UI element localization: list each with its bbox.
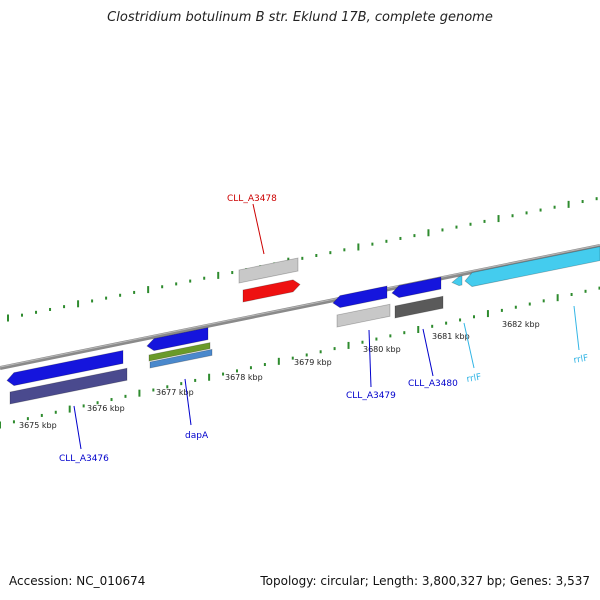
genome-backbone [0, 244, 600, 370]
gene-label-dapa: dapA [185, 431, 209, 441]
gene-label-rrff: rrlF [466, 373, 482, 385]
cds-block-cll-a3476 [9, 367, 128, 405]
gene-arrow-cll-a3478 [242, 279, 301, 303]
cds-block-cll-a3479 [336, 303, 391, 328]
scale-label-kbp: 3676 kbp [87, 404, 125, 413]
outer-scale-ticks [7, 197, 598, 322]
topology-text: Topology: circular; Length: 3,800,327 bp… [260, 574, 590, 588]
cds-block-cll-a3480 [394, 295, 444, 319]
leader-line-rrff [463, 322, 475, 369]
scale-label-kbp: 3681 kbp [432, 332, 470, 341]
gene-label-cll-a3480: CLL_A3480 [408, 379, 458, 389]
leader-line-cll-a3478 [252, 203, 265, 255]
gene-label-cll-a3476: CLL_A3476 [59, 454, 109, 464]
gene-label-rrlf: rrlF [573, 354, 589, 366]
gene-label-cll-a3478: CLL_A3478 [227, 194, 277, 204]
leader-line-cll-a3476 [73, 405, 82, 450]
gene-arrow-dapa [146, 327, 209, 352]
accession-text: Accession: NC_010674 [9, 574, 146, 588]
leader-line-cll-a3480 [422, 328, 434, 377]
rrna-arrow-rrff [451, 275, 463, 286]
genome-backbone-highlight [0, 244, 600, 368]
scale-label-kbp: 3679 kbp [294, 358, 332, 367]
map-title: Clostridium botulinum B str. Eklund 17B,… [107, 10, 493, 25]
rrna-arrow-rrlf [464, 246, 600, 288]
scale-label-kbp: 3682 kbp [502, 320, 540, 329]
scale-label-kbp: 3675 kbp [19, 421, 57, 430]
inner-scale-ticks [0, 286, 600, 429]
leader-line-cll-a3479 [368, 329, 372, 388]
leader-line-rrlf [573, 305, 580, 351]
scale-label-kbp: 3680 kbp [363, 345, 401, 354]
scale-label-kbp: 3677 kbp [156, 388, 194, 397]
gene-arrow-cll-a3480 [391, 276, 442, 299]
scale-label-kbp: 3678 kbp [225, 373, 263, 382]
gene-arrow-cll-a3476 [6, 349, 124, 387]
leader-line-dapa [184, 378, 192, 426]
gene-arrow-cll-a3479 [332, 285, 388, 309]
cds-block-dapa-steel [149, 348, 213, 369]
gene-label-cll-a3479: CLL_A3479 [346, 391, 396, 401]
cds-block-dapa-olive [148, 342, 211, 362]
cds-block-cll-a3478 [238, 257, 299, 284]
